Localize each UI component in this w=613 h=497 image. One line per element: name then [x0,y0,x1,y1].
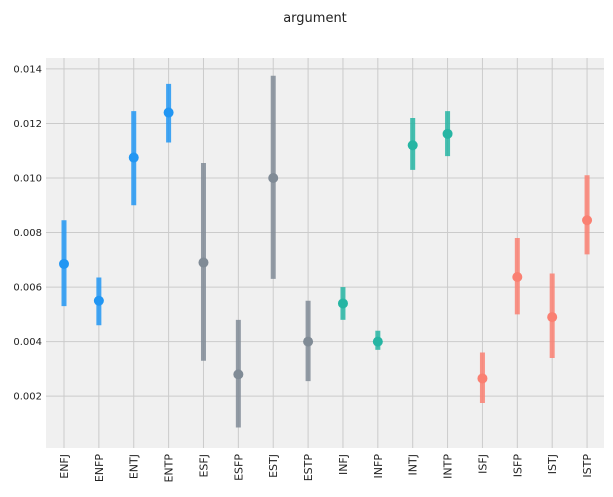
data-point [582,215,593,226]
y-axis-ticks: 0.002 0.004 0.006 0.008 0.010 0.012 0.014 [13,64,42,402]
y-tick-label: 0.008 [13,228,42,239]
data-point [303,336,314,347]
x-tick-label: INTJ [407,454,420,475]
data-point [407,140,418,151]
x-tick-label: ESTP [302,454,315,482]
x-tick-label: ISTJ [546,454,559,474]
data-point [198,257,209,268]
data-point [93,295,104,306]
y-tick-label: 0.006 [13,283,42,294]
x-tick-label: ENFJ [58,454,71,479]
data-point [337,298,348,309]
data-point [59,258,69,269]
plot-area [46,58,604,448]
y-tick-label: 0.004 [13,337,42,348]
data-point [372,336,383,347]
x-tick-label: INFP [372,454,385,479]
x-tick-label: ESTJ [267,454,280,478]
y-tick-label: 0.012 [13,119,42,130]
y-tick-label: 0.010 [13,174,42,185]
x-tick-label: INFJ [337,454,350,475]
x-tick-label: ESFP [232,454,245,481]
data-point [442,128,453,139]
data-point [268,173,279,183]
x-tick-label: ENFP [93,454,106,483]
x-tick-label: ISFP [511,454,524,478]
x-tick-label: ESFJ [197,454,210,478]
data-point [547,312,558,323]
x-tick-label: ENTP [163,454,176,483]
y-tick-label: 0.014 [13,64,42,75]
data-point [163,107,174,118]
data-point [477,373,488,384]
data-point [128,152,139,163]
y-tick-label: 0.002 [13,392,42,403]
data-points [59,107,593,384]
x-axis-ticks: ENFJ ENFP ENTJ ENTP ESFJ ESFP ESTJ ESTP INFJ INFP… [58,454,594,483]
chart-title: argument [283,11,347,26]
x-tick-label: ISTP [581,454,594,478]
x-tick-label: INTP [442,454,455,479]
data-point [233,369,244,380]
x-tick-label: ISFJ [476,454,489,474]
x-tick-label: ENTJ [128,454,141,479]
data-point [512,272,523,282]
